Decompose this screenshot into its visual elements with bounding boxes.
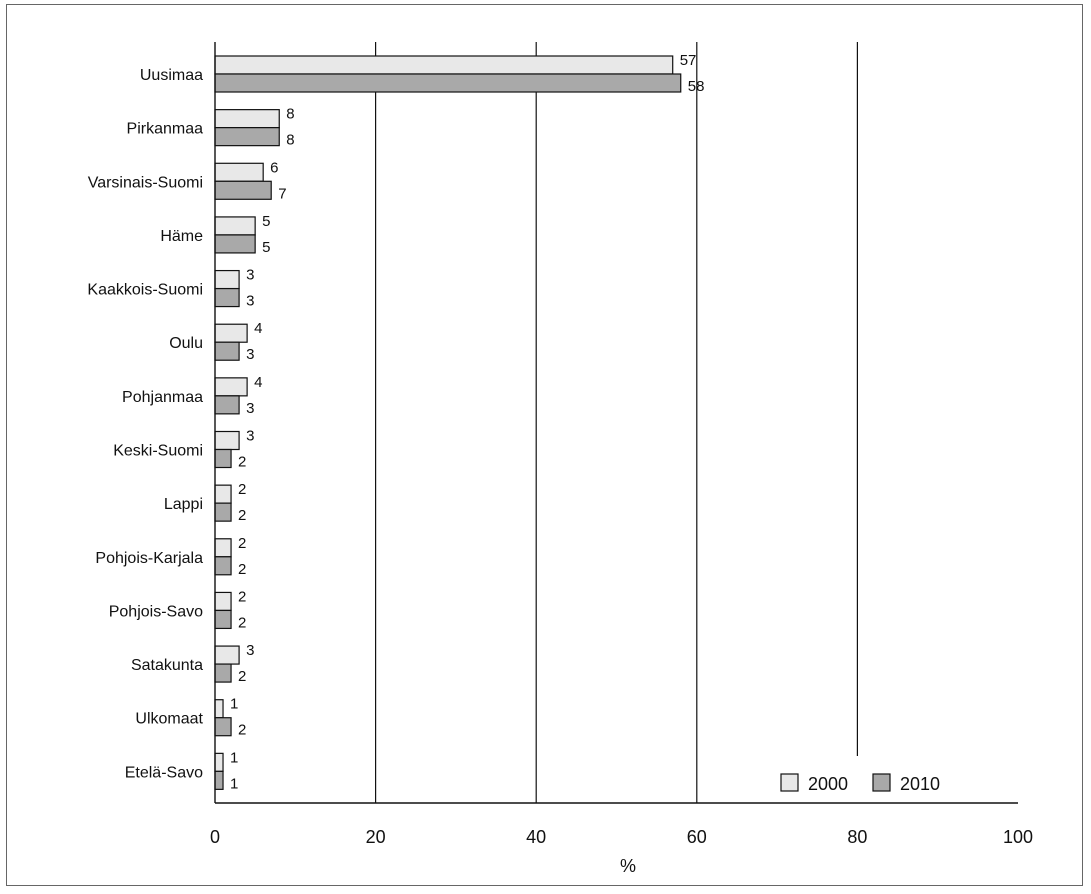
data-label-2010: 2 xyxy=(238,454,246,471)
data-label-2010: 2 xyxy=(238,561,246,578)
x-tick-label: 100 xyxy=(1003,827,1033,847)
category-label: Ulkomaat xyxy=(135,711,203,728)
x-tick-labels: 0 20 40 60 80 100 xyxy=(210,827,1033,847)
legend: 2000 2010 xyxy=(780,773,940,794)
legend-swatch-2000 xyxy=(780,773,799,792)
chart-frame xyxy=(6,4,1083,886)
data-label-2000: 3 xyxy=(246,642,254,659)
data-label-2010: 58 xyxy=(688,78,705,95)
category-label: Uusimaa xyxy=(140,67,203,84)
legend-swatch-2010 xyxy=(872,773,891,792)
bar-2000 xyxy=(214,269,240,290)
bar-2010 xyxy=(214,609,232,630)
data-label-2000: 1 xyxy=(230,749,238,766)
bar-2010 xyxy=(214,556,232,576)
bar-2000 xyxy=(214,591,232,612)
bar-2010 xyxy=(214,234,256,254)
category-labels: Uusimaa Pirkanmaa Varsinais-Suomi Häme Kaakk… xyxy=(87,67,203,781)
bar-2010 xyxy=(214,287,240,308)
data-label-2000: 2 xyxy=(238,588,246,605)
category-label: Satakunta xyxy=(131,657,203,674)
bar-2010 xyxy=(214,502,232,522)
data-label-2000: 4 xyxy=(254,374,262,391)
x-tick-label: 20 xyxy=(366,827,386,847)
data-label-2000: 3 xyxy=(246,267,254,284)
x-tick-label: 80 xyxy=(847,827,867,847)
bar-2010 xyxy=(214,663,232,683)
data-label-2010: 3 xyxy=(246,400,254,417)
bar-2000 xyxy=(214,55,674,75)
category-label: Häme xyxy=(160,228,203,245)
bar-2010 xyxy=(214,717,232,737)
bar-2000 xyxy=(214,484,232,504)
legend-label-2010: 2010 xyxy=(900,774,940,794)
data-label-2010: 2 xyxy=(238,668,246,685)
bar-2010 xyxy=(214,395,240,415)
bar-2010 xyxy=(214,127,280,147)
bar-2000 xyxy=(214,323,248,343)
x-axis: % xyxy=(214,42,1018,876)
bar-2010 xyxy=(214,770,224,790)
category-label: Pohjois-Karjala xyxy=(95,550,203,567)
bar-2000 xyxy=(214,377,248,397)
data-label-2000: 57 xyxy=(680,52,697,69)
data-label-2000: 8 xyxy=(286,106,294,123)
category-label: Lappi xyxy=(164,496,203,513)
bar-2010 xyxy=(214,73,682,93)
bar-2000 xyxy=(214,752,224,772)
category-label: Varsinais-Suomi xyxy=(88,174,203,191)
legend-label-2000: 2000 xyxy=(808,774,848,794)
data-label-2010: 2 xyxy=(238,507,246,524)
category-label: Keski-Suomi xyxy=(113,443,203,460)
data-label-2000: 2 xyxy=(238,535,246,552)
bar-2000 xyxy=(214,162,264,182)
bar-2000 xyxy=(214,430,240,451)
bar-2000 xyxy=(214,645,240,665)
bar-2000 xyxy=(214,216,256,236)
bar-2000 xyxy=(214,109,280,129)
data-label-2000: 3 xyxy=(246,428,254,445)
data-label-2010: 8 xyxy=(286,132,294,149)
data-label-2000: 4 xyxy=(254,320,262,337)
category-label: Pohjanmaa xyxy=(122,389,203,406)
grid-lines xyxy=(375,42,859,803)
data-label-2000: 1 xyxy=(230,696,238,713)
data-label-2000: 5 xyxy=(262,213,270,230)
data-label-2010: 3 xyxy=(246,346,254,363)
x-axis-label: % xyxy=(620,856,636,876)
data-label-2010: 2 xyxy=(238,614,246,631)
data-label-2010: 5 xyxy=(262,239,270,256)
category-label: Pohjois-Savo xyxy=(109,603,203,620)
bar-2000 xyxy=(214,538,232,558)
bar-2010 xyxy=(214,180,272,200)
bar-2000 xyxy=(214,699,224,719)
x-tick-label: 60 xyxy=(687,827,707,847)
category-label: Etelä-Savo xyxy=(125,764,203,781)
x-tick-label: 0 xyxy=(210,827,220,847)
category-label: Pirkanmaa xyxy=(127,121,204,138)
bar-2010 xyxy=(214,448,232,469)
data-label-2010: 7 xyxy=(278,185,286,202)
category-label: Oulu xyxy=(169,335,203,352)
data-label-2010: 1 xyxy=(230,775,238,792)
category-label: Kaakkois-Suomi xyxy=(87,282,203,299)
x-tick-label: 40 xyxy=(526,827,546,847)
data-label-2010: 3 xyxy=(246,293,254,310)
data-label-2000: 6 xyxy=(270,159,278,176)
bar-2010 xyxy=(214,341,240,361)
data-label-2010: 2 xyxy=(238,722,246,739)
data-label-2000: 2 xyxy=(238,481,246,498)
